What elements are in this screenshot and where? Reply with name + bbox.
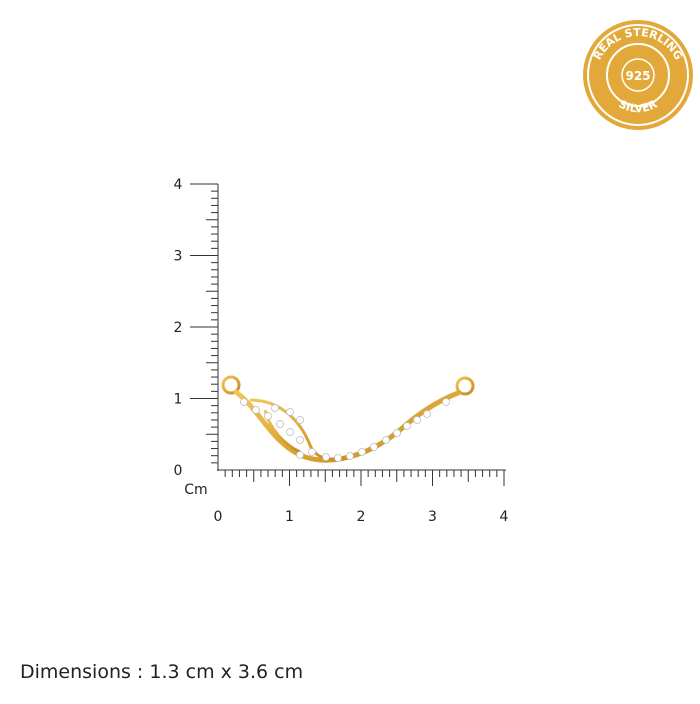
stone [276,420,284,428]
ruler-x-label: 4 [500,509,509,525]
stone [296,436,304,444]
stone [252,406,260,414]
stone [346,452,354,460]
stone [271,404,279,412]
ruler: Cm 4 3 2 1 0 0 1 2 3 4 [174,177,509,525]
ruler-x-label: 3 [428,509,437,525]
stone [393,429,401,437]
stone [322,453,330,461]
stone [413,416,421,424]
pendant [221,375,475,463]
ruler-y-label: 4 [174,177,183,193]
ruler-y-label: 1 [174,392,183,408]
ruler-x-label: 0 [214,509,223,525]
stone [264,412,272,420]
stone [286,428,294,436]
ruler-y-label: 3 [174,249,183,265]
badge-bottom-text: SILVER [617,97,660,115]
ruler-unit: Cm [184,482,207,498]
stone [240,398,248,406]
stone [370,443,378,451]
stone [334,454,342,462]
stone [296,416,304,424]
ruler-y-label: 2 [174,320,183,336]
stone [442,398,450,406]
stone [308,448,316,456]
stone [296,451,304,459]
badge-center-text: 925 [625,69,650,83]
badge-bottom-text: SILVER [617,97,660,115]
badge: REAL STERLING 925 SILVER [583,20,693,130]
caption: Dimensions : 1.3 cm x 3.6 cm [20,661,303,683]
stone [382,436,390,444]
stone [423,410,431,418]
stone [403,422,411,430]
stone [286,408,294,416]
stone [358,448,366,456]
ruler-y-label: 0 [174,463,183,479]
ruler-x-label: 2 [357,509,366,525]
ruler-x-label: 1 [285,509,294,525]
